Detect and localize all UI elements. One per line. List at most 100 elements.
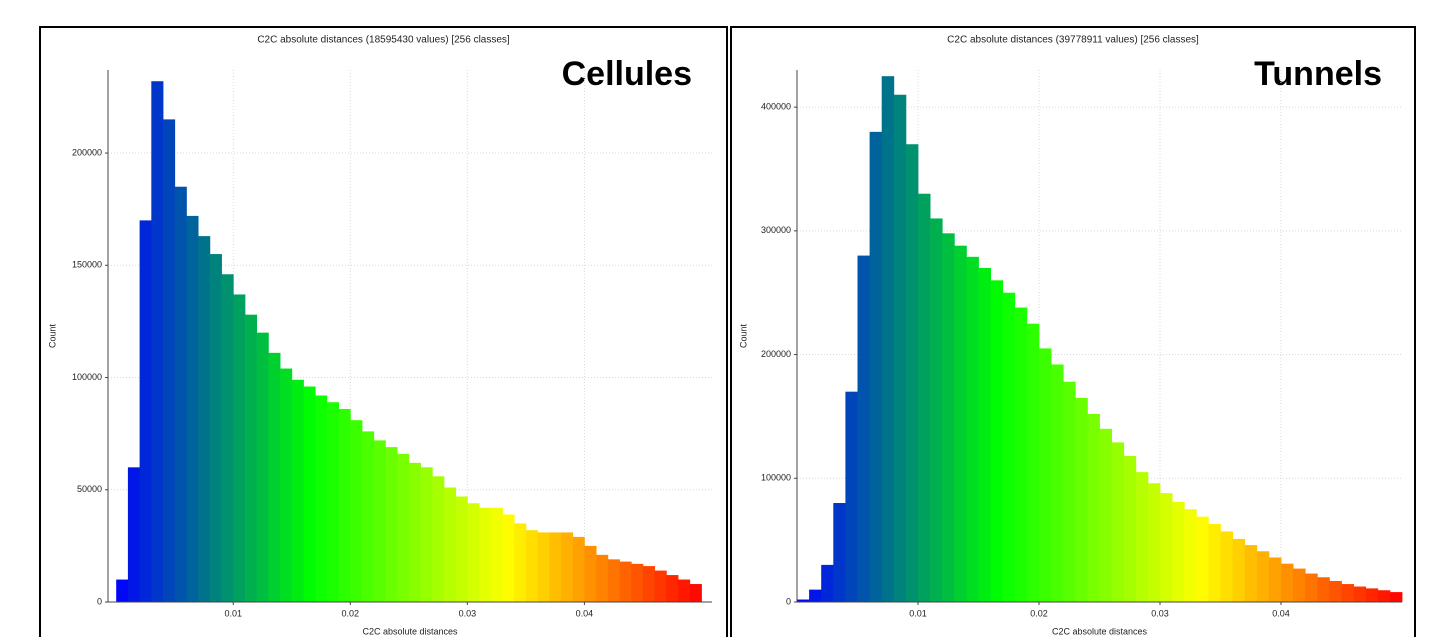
bar (689, 584, 702, 602)
bar (291, 379, 304, 602)
chart-title: C2C absolute distances (39778911 values)… (947, 35, 1199, 46)
bar (893, 94, 907, 602)
bar (918, 193, 931, 602)
bar (1123, 456, 1137, 602)
y-tick-label: 100000 (72, 372, 102, 382)
panel-label: Tunnels (1254, 55, 1382, 93)
bar (350, 420, 363, 602)
bar (186, 215, 199, 602)
bar (151, 81, 164, 602)
bar (1305, 573, 1318, 602)
x-tick-label: 0.01 (909, 608, 927, 618)
bar (930, 218, 943, 602)
x-tick-label: 0.03 (1151, 608, 1169, 618)
y-tick-label: 0 (97, 596, 102, 606)
bar (116, 579, 129, 602)
bar (139, 220, 152, 603)
bar (1232, 538, 1246, 602)
bar (362, 431, 375, 602)
y-tick-label: 100000 (761, 473, 791, 483)
bar (233, 294, 246, 602)
bar (678, 579, 691, 602)
bar (572, 536, 585, 602)
bar (1377, 590, 1391, 602)
bar (966, 256, 979, 602)
bar (1256, 551, 1270, 602)
bar (990, 280, 1004, 602)
bar (1087, 413, 1100, 602)
bar (315, 395, 328, 602)
bar (881, 76, 895, 603)
y-tick-label: 150000 (72, 260, 102, 270)
bar (1220, 531, 1233, 602)
bar (1160, 493, 1173, 602)
bar (631, 563, 644, 602)
bar (1135, 472, 1149, 602)
x-tick-label: 0.02 (1030, 608, 1048, 618)
bar (954, 245, 967, 602)
bar (561, 532, 574, 602)
bar (1341, 584, 1354, 602)
bar (209, 254, 222, 602)
bar (1099, 428, 1112, 602)
bar (845, 391, 858, 602)
bar (174, 186, 187, 602)
x-tick-label: 0.04 (576, 608, 594, 618)
bar (127, 467, 141, 602)
bar (525, 530, 538, 602)
bar (857, 255, 870, 602)
bar (1063, 381, 1076, 602)
bar (1329, 580, 1342, 602)
bar (1172, 501, 1185, 602)
bar (1051, 364, 1064, 602)
bar (244, 314, 258, 602)
bar (1208, 524, 1221, 602)
y-tick-label: 0 (786, 596, 791, 606)
x-tick-label: 0.04 (1272, 608, 1290, 618)
bar (455, 496, 468, 602)
bar (385, 447, 398, 602)
bar (1196, 516, 1209, 602)
y-axis-label: Count (738, 324, 748, 349)
x-axis-label: C2C absolute distances (362, 626, 458, 636)
bar (1244, 545, 1258, 602)
y-tick-label: 200000 (72, 147, 102, 157)
bar (942, 233, 955, 602)
panel (730, 26, 1416, 637)
bar (268, 352, 281, 602)
bar (326, 402, 339, 602)
bar (1014, 307, 1028, 602)
panel (39, 26, 728, 637)
y-tick-label: 400000 (761, 101, 791, 111)
bar (905, 144, 919, 603)
x-tick-label: 0.02 (342, 608, 360, 618)
bar (420, 467, 433, 602)
bar (1365, 588, 1379, 602)
x-axis-label: C2C absolute distances (1052, 626, 1148, 636)
bar (619, 561, 632, 602)
bar (443, 487, 457, 602)
bar (797, 599, 810, 602)
y-tick-label: 300000 (761, 225, 791, 235)
bar (821, 564, 834, 602)
bar (303, 386, 316, 602)
bar (256, 332, 269, 602)
bar (833, 503, 846, 602)
x-tick-label: 0.03 (459, 608, 477, 618)
bar (1039, 348, 1052, 602)
bar (1389, 592, 1403, 602)
bar (978, 267, 991, 602)
bar (654, 570, 667, 602)
bar (596, 554, 609, 602)
panel-label: Cellules (562, 55, 692, 93)
bar (607, 559, 620, 602)
bar (479, 507, 492, 602)
bar (221, 274, 234, 602)
bar (1353, 586, 1367, 602)
bar (642, 566, 656, 602)
bar (163, 119, 176, 602)
bar (280, 368, 293, 602)
x-tick-label: 0.01 (224, 608, 242, 618)
bar (584, 545, 597, 602)
